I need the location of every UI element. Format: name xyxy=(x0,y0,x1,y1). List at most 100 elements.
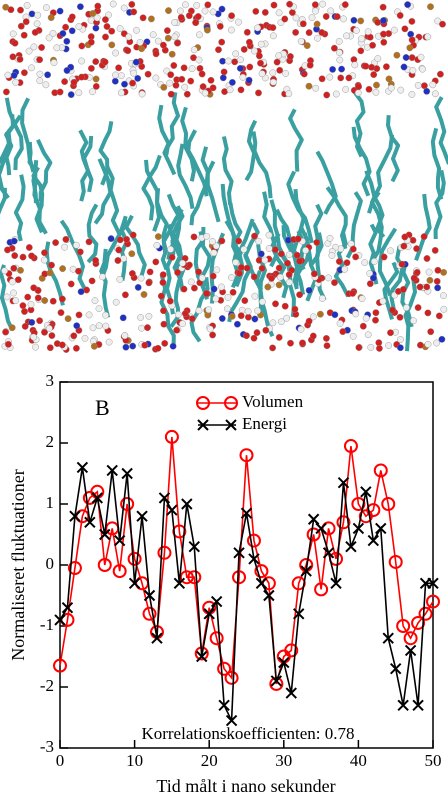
lipid-tail xyxy=(99,248,111,318)
atom xyxy=(269,344,276,352)
atom xyxy=(17,22,25,30)
atom xyxy=(145,279,153,287)
atom xyxy=(128,1,136,8)
atom xyxy=(340,15,347,23)
chart: B Korrelationskoefficienten: 0.78 Tid må… xyxy=(8,371,441,796)
atom xyxy=(364,28,372,36)
data-point xyxy=(336,515,351,530)
atom xyxy=(365,85,373,93)
legend-label: Volumen xyxy=(242,392,304,411)
atom xyxy=(70,78,78,86)
atom xyxy=(198,70,206,78)
atom xyxy=(406,44,414,52)
atom xyxy=(75,89,83,97)
atom xyxy=(181,83,189,91)
atom xyxy=(424,33,432,41)
data-point xyxy=(321,521,336,536)
lipid-tail xyxy=(325,186,348,250)
data-point xyxy=(284,643,299,658)
atom xyxy=(195,307,203,314)
atom xyxy=(245,76,253,84)
atom xyxy=(78,73,86,81)
data-point xyxy=(233,547,245,559)
atom xyxy=(28,252,35,260)
atom xyxy=(362,314,370,322)
data-point xyxy=(255,577,268,590)
data-point xyxy=(157,545,172,560)
atom xyxy=(121,80,128,88)
atom xyxy=(313,238,321,246)
data-point xyxy=(69,510,81,522)
atom xyxy=(261,256,269,264)
atom xyxy=(201,89,209,97)
data-point xyxy=(232,570,247,585)
atom xyxy=(134,75,142,82)
atom xyxy=(120,4,128,12)
atom xyxy=(198,274,206,282)
atom xyxy=(237,56,244,64)
atom xyxy=(20,31,28,39)
atom xyxy=(115,64,123,72)
atom xyxy=(364,331,372,339)
atom xyxy=(285,278,293,286)
atom xyxy=(268,274,275,282)
data-point xyxy=(270,675,283,687)
atom xyxy=(398,260,406,268)
atom xyxy=(255,52,263,60)
atom xyxy=(36,77,44,85)
atom xyxy=(42,81,50,89)
atom xyxy=(269,32,277,40)
atom xyxy=(402,304,410,311)
atom xyxy=(255,89,262,97)
atom xyxy=(180,285,188,293)
atom xyxy=(380,38,388,46)
atom xyxy=(219,74,227,82)
atom xyxy=(121,332,129,340)
atom xyxy=(369,41,376,49)
panel-label: B xyxy=(95,395,110,420)
atom xyxy=(4,71,12,79)
atom xyxy=(228,79,236,86)
atom xyxy=(349,245,357,253)
atom xyxy=(331,279,338,286)
data-point xyxy=(224,670,239,685)
atom xyxy=(122,291,129,299)
atom xyxy=(408,54,416,61)
y-tick-label: 1 xyxy=(46,493,55,512)
atom xyxy=(218,315,226,322)
atom xyxy=(61,78,68,86)
atom xyxy=(243,332,250,340)
atom xyxy=(269,78,277,86)
atom xyxy=(352,253,359,261)
lipid-tail xyxy=(105,166,122,236)
atom xyxy=(401,25,409,33)
atom xyxy=(436,70,444,78)
atom xyxy=(116,236,124,244)
atom xyxy=(420,82,428,90)
data-point xyxy=(91,492,104,504)
data-point xyxy=(306,527,321,542)
atom xyxy=(244,313,252,321)
atom xyxy=(195,268,203,276)
atom xyxy=(149,31,157,39)
data-point xyxy=(426,594,440,609)
atom xyxy=(313,20,321,28)
legend-marker xyxy=(224,396,238,410)
data-point xyxy=(84,516,96,529)
atom xyxy=(275,52,283,60)
atom xyxy=(324,274,332,282)
atom xyxy=(345,74,353,82)
atom xyxy=(393,51,401,59)
atom xyxy=(257,59,264,67)
lipid-tail xyxy=(144,159,161,232)
atom xyxy=(2,328,9,336)
atom xyxy=(194,13,202,20)
legend-marker xyxy=(196,396,210,410)
atom xyxy=(105,338,113,346)
atom xyxy=(102,322,110,330)
atom xyxy=(46,344,54,352)
atom xyxy=(416,283,424,291)
data-point xyxy=(113,534,126,547)
data-point xyxy=(181,498,193,510)
atom xyxy=(322,334,330,342)
